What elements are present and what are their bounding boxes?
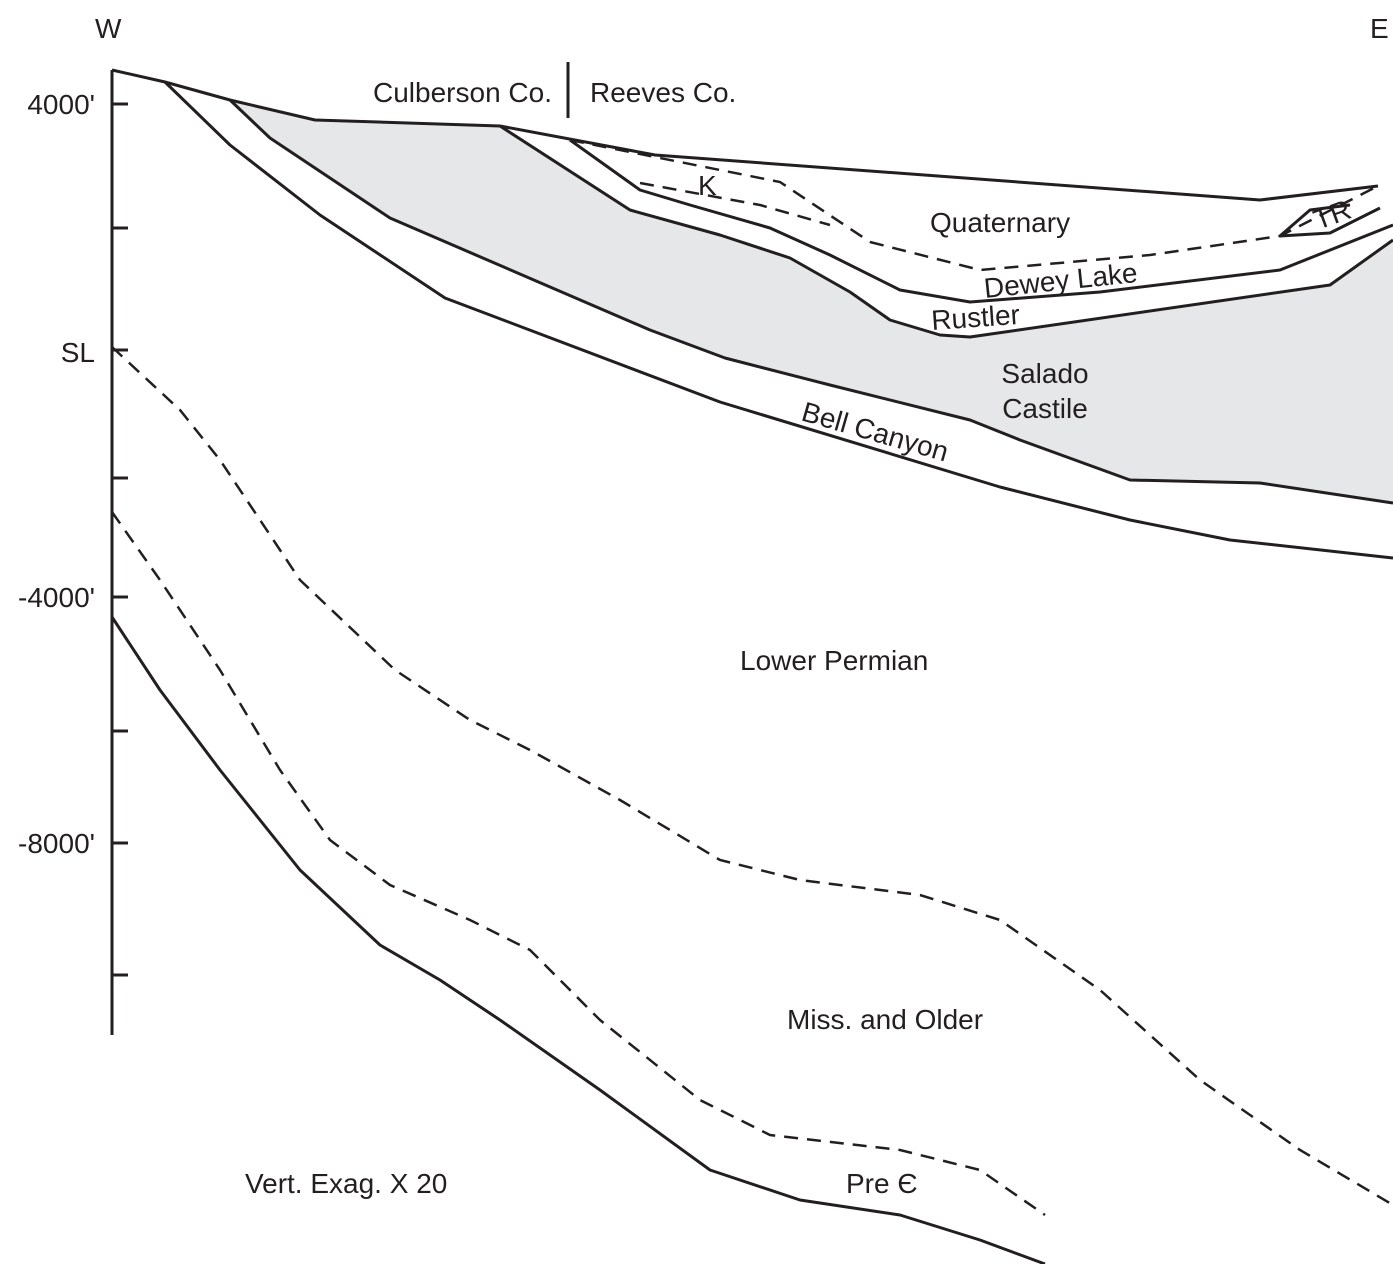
axis-ticks	[112, 104, 128, 975]
county-label: Reeves Co.	[590, 77, 736, 108]
precambrian-top	[112, 617, 1045, 1264]
depth-label: SL	[61, 337, 95, 368]
formation-label: Quaternary	[930, 207, 1070, 238]
formation-label: Pre Є	[846, 1168, 917, 1199]
formation-label: K	[698, 170, 717, 201]
county-label: Culberson Co.	[373, 77, 552, 108]
formation-label: Miss. and Older	[787, 1004, 983, 1035]
depth-label: -4000'	[18, 582, 95, 613]
formation-label: Salado	[1001, 358, 1088, 389]
formation-label: Rustler	[930, 299, 1021, 336]
formation-label: Castile	[1002, 393, 1088, 424]
formation-label: Lower Permian	[740, 645, 928, 676]
depth-label: 4000'	[27, 89, 95, 120]
exaggeration-note: Vert. Exag. X 20	[245, 1168, 447, 1199]
direction-label: W	[95, 13, 122, 44]
miss-base	[112, 512, 1045, 1215]
direction-label: E	[1370, 13, 1389, 44]
formation-label: Dewey Lake	[982, 257, 1138, 304]
cross-section: W E 4000' SL -4000' -8000' Culberson Co.…	[0, 0, 1393, 1264]
depth-label: -8000'	[18, 828, 95, 859]
